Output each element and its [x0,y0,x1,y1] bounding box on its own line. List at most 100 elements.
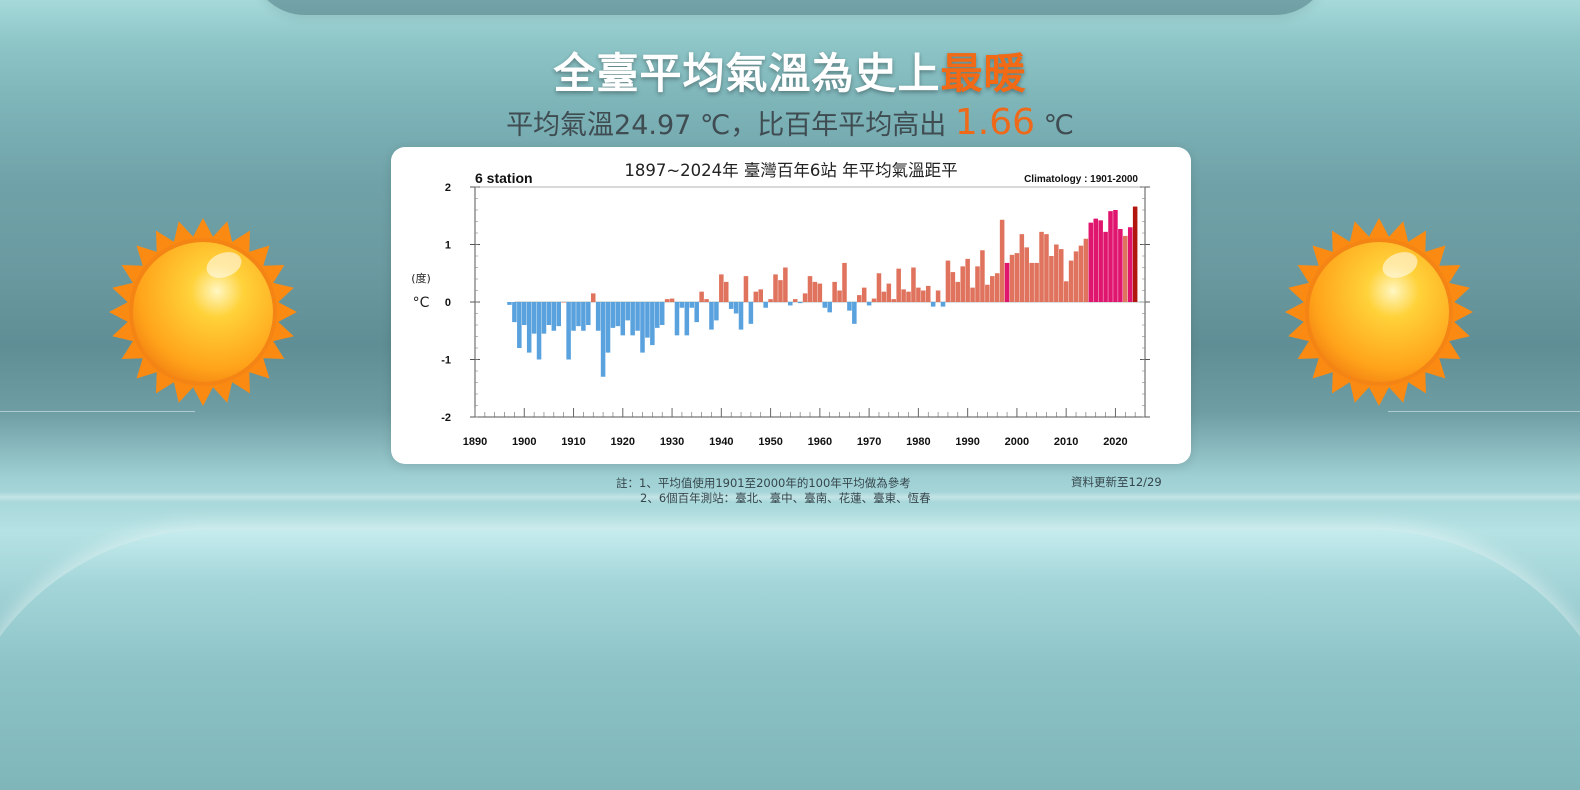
x-tick-label: 2020 [1103,436,1127,448]
headline: 全臺平均氣溫為史上最暖 [0,40,1580,101]
bar-1915 [595,302,601,331]
left-divider-line [0,411,195,412]
bar-1977 [901,289,906,302]
bar-1944 [738,302,744,330]
bar-1994 [985,284,990,302]
subheadline-text: 平均氣溫24.97 ℃，比百年平均高出 [506,110,947,141]
bar-1941 [723,281,729,303]
bar-2022 [1123,235,1128,303]
bar-1933 [684,302,690,336]
bar-2006 [1044,234,1049,302]
bar-1985 [940,302,946,307]
bar-1986 [945,260,951,302]
bar-1955 [792,299,798,303]
bar-1960 [817,283,823,302]
bar-1899 [517,302,522,348]
bar-1928 [659,302,665,325]
bar-2014 [1083,238,1089,302]
bar-1932 [679,302,685,308]
sun-highlight [1382,252,1418,278]
x-tick-label: 1960 [808,436,832,448]
bar-1918 [610,302,616,328]
bar-1969 [861,287,867,303]
bar-1978 [906,291,911,302]
bar-1898 [512,302,517,323]
bar-1916 [600,302,606,377]
bar-1930 [669,298,675,302]
bar-1948 [758,289,763,302]
x-tick-label: 1970 [857,436,881,448]
subheadline: 平均氣溫24.97 ℃，比百年平均高出 1.66 ℃ [0,102,1580,143]
temperature-anomaly-chart: 6 station 1897~2024年 臺灣百年6站 年平均氣溫距平 Clim… [411,161,1150,448]
bar-1996 [994,273,1000,302]
y-tick-label: 2 [445,182,451,194]
bar-1975 [891,299,897,303]
bar-1997 [999,219,1005,302]
right-divider-line [1388,411,1580,412]
x-tick-label: 1920 [611,436,635,448]
bar-1914 [590,293,596,303]
bar-2002 [1024,247,1030,303]
bar-1962 [827,302,832,313]
x-tick-label: 1890 [463,436,487,448]
bar-1947 [753,291,759,302]
bar-1982 [925,285,931,302]
bottom-decorative-shelf [0,530,1580,790]
x-tick-label: 1980 [906,436,930,448]
bar-1956 [797,302,803,304]
bar-1907 [556,302,562,327]
y-axis-unit-label: (度) [411,271,431,285]
bar-2023 [1127,227,1133,302]
y-tick-label: 0 [445,297,451,309]
bar-1900 [522,302,527,325]
bar-2009 [1058,249,1064,302]
bar-1950 [768,299,773,303]
bar-1922 [630,302,635,336]
bar-1929 [664,299,670,303]
bar-1913 [586,302,591,325]
bar-1935 [694,302,699,323]
bar-1957 [802,293,808,303]
footnote-1: 註：1、平均值使用1901至2000年的100年平均做為參考 [616,476,911,490]
bar-1897 [507,302,512,305]
bar-1910 [571,302,576,331]
bar-1998 [1004,262,1010,302]
sun-highlight [206,252,242,278]
bar-1963 [832,281,837,303]
bar-2018 [1103,231,1108,302]
plot-area: -2 -1 0 1 2 1890 1900 1910 1920 1930 1940 1950 1960 1… [441,182,1150,448]
bar-1995 [990,276,995,303]
bar-1906 [551,302,557,331]
bar-1903 [536,302,542,360]
bar-1958 [807,276,813,303]
bar-2020 [1113,210,1118,302]
sun-icon-left [108,217,298,407]
bar-1912 [581,302,586,331]
bar-1959 [812,281,818,303]
bar-2005 [1039,231,1044,302]
bar-2016 [1093,218,1098,303]
y-axis-label: °C [413,295,430,311]
y-tick-label: -2 [441,412,451,424]
bar-1943 [733,302,739,314]
bar-1939 [714,302,719,321]
bar-1984 [935,290,941,302]
bar-1925 [645,302,650,338]
bar-1964 [837,290,842,302]
bar-2024 [1132,206,1138,302]
y-tick-label: -1 [441,355,451,367]
x-tick-label: 1930 [660,436,684,448]
bar-1967 [852,302,857,324]
shelf-highlight [0,492,1580,502]
headline-highlight: 最暖 [940,49,1027,98]
bar-1989 [960,266,965,302]
bar-1980 [916,287,921,303]
bar-2007 [1049,256,1054,302]
bar-1905 [546,302,552,325]
bar-1979 [911,267,916,302]
headline-text: 全臺平均氣溫為史上 [553,49,941,98]
bar-1940 [719,274,724,302]
bar-1970 [866,302,872,306]
bar-1921 [625,302,630,321]
bar-1924 [640,302,645,353]
